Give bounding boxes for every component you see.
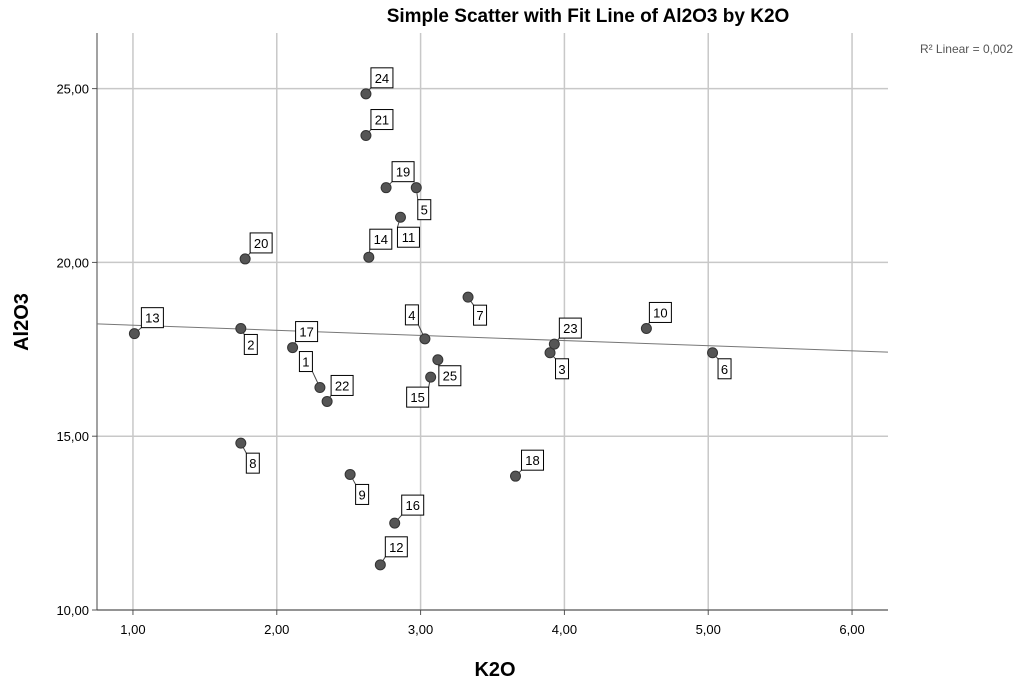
point-label: 2 [247,337,254,352]
data-point-marker [236,323,246,333]
axes: 1,00 2,00 3,00 4,00 5,00 6,00 10,00 15,00 20,00 2… [56,33,888,637]
point-10: 10 [641,302,671,333]
point-20: 20 [240,233,272,264]
points-group: 1234567891011121314151617181920212223242… [129,68,731,570]
data-point-marker [129,329,139,339]
data-point-marker [390,518,400,528]
point-18: 18 [511,450,544,481]
data-point-marker [463,292,473,302]
data-point-marker [549,339,559,349]
x-tick-label: 6,00 [839,622,864,637]
point-label: 11 [402,230,416,245]
data-point-marker [411,183,421,193]
point-11: 11 [395,212,419,247]
point-6: 6 [708,348,732,379]
data-point-marker [641,323,651,333]
data-point-marker [345,469,355,479]
point-label: 22 [335,378,349,393]
point-label: 8 [249,456,256,471]
chart-title: Simple Scatter with Fit Line of Al2O3 by… [387,6,790,27]
point-12: 12 [375,537,407,570]
point-1: 1 [299,352,325,393]
point-label: 15 [410,390,424,405]
data-point-marker [361,89,371,99]
point-24: 24 [361,68,393,99]
point-label: 10 [653,305,667,320]
data-point-marker [381,183,391,193]
point-22: 22 [322,375,353,406]
point-17: 17 [288,322,318,353]
x-tick-label: 5,00 [696,622,721,637]
point-5: 5 [411,183,431,220]
data-point-marker [420,334,430,344]
point-19: 19 [381,162,414,193]
point-label: 21 [375,113,389,128]
point-label: 4 [408,308,415,323]
gridlines [97,33,888,610]
point-label: 17 [299,325,313,340]
data-point-marker [375,560,385,570]
point-2: 2 [236,323,258,354]
point-4: 4 [405,305,430,344]
data-point-marker [236,438,246,448]
x-tick-label: 1,00 [120,622,145,637]
y-tick-label: 20,00 [56,255,89,270]
point-label: 14 [374,232,388,247]
point-label: 13 [145,311,159,326]
point-label: 6 [721,362,728,377]
data-point-marker [426,372,436,382]
point-23: 23 [549,318,581,349]
point-label: 1 [302,355,309,370]
point-13: 13 [129,308,163,339]
data-point-marker [433,355,443,365]
x-axis-title: K2O [474,659,515,681]
data-point-marker [708,348,718,358]
point-label: 7 [476,308,483,323]
x-tick-label: 3,00 [408,622,433,637]
data-point-marker [288,343,298,353]
y-tick-label: 15,00 [56,429,89,444]
data-point-marker [240,254,250,264]
data-point-marker [315,383,325,393]
r-squared-label: R² Linear = 0,002 [920,42,1013,56]
fit-line-group [97,324,888,352]
point-21: 21 [361,110,393,141]
fit-line [97,324,888,352]
point-label: 16 [405,498,419,513]
x-tick-label: 4,00 [552,622,577,637]
data-point-marker [361,131,371,141]
point-label: 19 [396,165,410,180]
data-point-marker [511,471,521,481]
point-16: 16 [390,495,424,528]
point-label: 18 [525,453,539,468]
y-axis-title: Al2O3 [11,293,33,351]
point-label: 25 [443,369,457,384]
point-label: 24 [375,71,389,86]
point-8: 8 [236,438,260,473]
point-label: 9 [359,487,366,502]
y-tick-label: 25,00 [56,82,89,97]
point-label: 23 [563,321,577,336]
point-label: 3 [558,362,565,377]
point-label: 5 [421,203,428,218]
point-14: 14 [364,229,392,262]
data-point-marker [395,212,405,222]
y-tick-label: 10,00 [56,603,89,618]
data-point-marker [322,396,332,406]
data-point-marker [364,252,374,262]
point-label: 20 [254,236,268,251]
x-tick-label: 2,00 [264,622,289,637]
point-label: 12 [389,540,403,555]
point-9: 9 [345,469,369,504]
point-7: 7 [463,292,487,325]
point-25: 25 [433,355,461,386]
